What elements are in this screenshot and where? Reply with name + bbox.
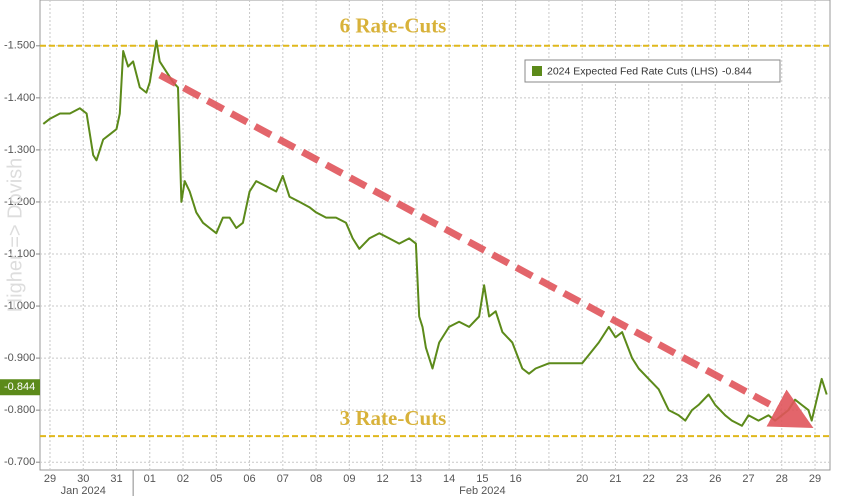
series-line (42, 39, 828, 427)
x-tick-label: 09 (343, 473, 355, 485)
x-tick-label: 01 (144, 473, 156, 485)
reference-label: 3 Rate-Cuts (340, 406, 447, 430)
y-tick-label: -1.400 (4, 92, 35, 104)
grid: -1.500 -1.400 -1.300 -1.200 -1.100 -1.000 -0.9… (4, 0, 830, 496)
x-tick-label: 31 (110, 473, 122, 485)
legend-box (524, 59, 781, 83)
y-tick-label: -0.700 (4, 456, 35, 468)
x-tick-label: 15 (476, 473, 488, 485)
current-value-box (0, 379, 40, 396)
current-value-label: -0.844 (4, 381, 35, 393)
x-tick-label: 29 (44, 473, 56, 485)
y-tick-label: -0.900 (4, 352, 35, 364)
x-tick-label: 13 (410, 473, 422, 485)
x-tick-label: 07 (277, 473, 289, 485)
x-tick-label: 21 (609, 473, 621, 485)
x-tick-label: 12 (376, 473, 388, 485)
y-tick-label: -0.800 (4, 404, 35, 416)
legend-current-value: -0.844 (722, 65, 752, 77)
x-tick-label: 23 (676, 473, 688, 485)
legend-series-name: 2024 Expected Fed Rate Cuts (LHS) (547, 65, 718, 77)
y-tick-label: -1.200 (4, 196, 35, 208)
y-axis-label: Higher => Dovish (4, 158, 26, 313)
y-tick-label: -1.300 (4, 144, 35, 156)
x-tick-label: 29 (809, 473, 821, 485)
x-tick-label: 05 (210, 473, 222, 485)
x-tick-label: 02 (177, 473, 189, 485)
x-tick-label: 27 (742, 473, 754, 485)
x-tick-label: 22 (643, 473, 655, 485)
legend-label: 2024 Expected Fed Rate Cuts (LHS) -0.844 (547, 65, 752, 77)
x-tick-label: 20 (576, 473, 588, 485)
x-group-label: Jan 2024 (61, 485, 106, 496)
x-tick-label: 06 (243, 473, 255, 485)
reference-label: 6 Rate-Cuts (340, 14, 447, 38)
y-tick-label: -1.100 (4, 248, 35, 260)
x-tick-label: 26 (709, 473, 721, 485)
x-tick-label: 16 (510, 473, 522, 485)
trend-arrow (158, 71, 814, 428)
x-tick-label: 28 (776, 473, 788, 485)
y-tick-label: -1.500 (4, 40, 35, 52)
x-tick-label: 30 (77, 473, 89, 485)
x-tick-label: 14 (443, 473, 455, 485)
legend-swatch (532, 66, 542, 76)
y-tick-label: -1.000 (4, 300, 35, 312)
x-group-label: Feb 2024 (459, 485, 505, 496)
x-tick-label: 08 (310, 473, 322, 485)
legend: 2024 Expected Fed Rate Cuts (LHS) -0.844 (524, 59, 781, 83)
plot: 6 Rate-Cuts 3 Rate-Cuts (40, 14, 830, 438)
